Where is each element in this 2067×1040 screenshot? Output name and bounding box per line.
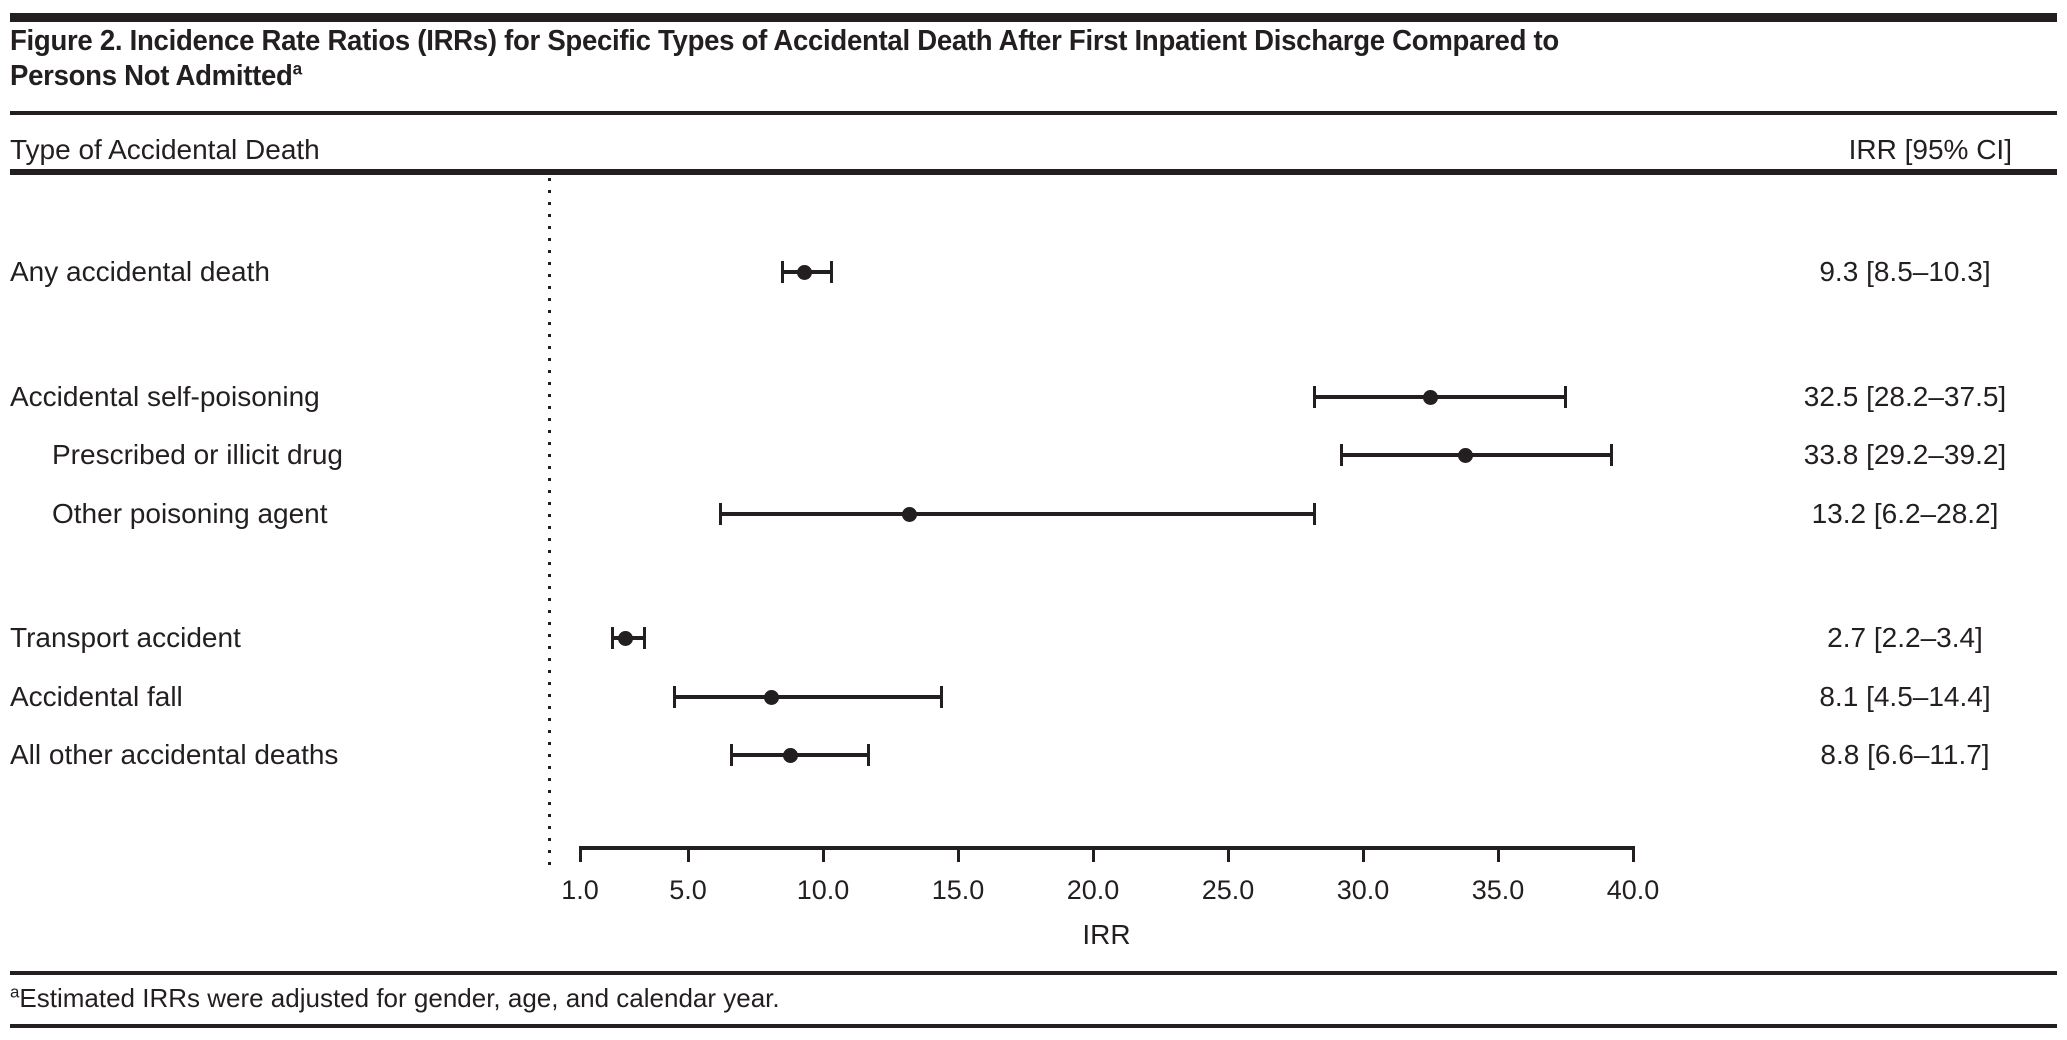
row-label: All other accidental deaths xyxy=(10,739,339,770)
x-axis-tick xyxy=(1496,846,1500,862)
row-irr-ci-value: 33.8 [29.2–39.2] xyxy=(1803,439,2007,470)
ci-cap-low xyxy=(1312,386,1316,408)
ci-cap-low xyxy=(781,261,784,283)
x-axis-title: IRR xyxy=(1082,919,1131,950)
row-label: Other poisoning agent xyxy=(52,498,328,529)
ci-cap-low xyxy=(729,744,733,766)
x-axis-line xyxy=(578,846,1635,850)
x-axis-tick xyxy=(956,846,960,862)
ci-cap-low xyxy=(718,503,722,525)
point-estimate-dot xyxy=(783,747,799,763)
ci-cap-high xyxy=(867,744,871,766)
x-axis-tick-label: 1.0 xyxy=(561,875,599,905)
footnote-superscript: a xyxy=(10,982,20,1002)
x-axis-tick-label: 5.0 xyxy=(669,875,707,905)
figure-title-line2: Persons Not Admitted xyxy=(10,60,293,92)
reference-dotted-line xyxy=(548,178,551,866)
row-label: Transport accident xyxy=(10,622,241,653)
row-label: Accidental fall xyxy=(10,681,183,712)
footnote: aEstimated IRRs were adjusted for gender… xyxy=(10,982,780,1014)
ci-cap-low xyxy=(1339,444,1343,466)
row-irr-ci-value: 9.3 [8.5–10.3] xyxy=(1819,256,1991,287)
row-label: Prescribed or illicit drug xyxy=(52,439,343,470)
ci-line xyxy=(731,753,869,757)
ci-cap-low xyxy=(673,686,676,708)
x-axis-tick xyxy=(578,846,582,862)
row-irr-ci-value: 2.7 [2.2–3.4] xyxy=(1827,622,1983,653)
footnote-top-rule xyxy=(10,971,2057,975)
point-estimate-dot xyxy=(618,630,634,646)
ci-line xyxy=(674,695,942,699)
footnote-text: Estimated IRRs were adjusted for gender,… xyxy=(19,983,780,1013)
x-axis-tick xyxy=(1631,846,1635,862)
row-irr-ci-value: 8.8 [6.6–11.7] xyxy=(1820,739,1990,770)
row-irr-ci-value: 32.5 [28.2–37.5] xyxy=(1803,381,2007,412)
ci-cap-high xyxy=(1312,503,1316,525)
x-axis-tick xyxy=(1361,846,1365,862)
ci-cap-high xyxy=(643,627,647,649)
point-estimate-dot xyxy=(1458,447,1474,463)
ci-cap-high xyxy=(940,686,944,708)
x-axis-tick-label: 35.0 xyxy=(1471,875,1525,905)
x-axis-tick-label: 25.0 xyxy=(1201,875,1255,905)
row-irr-ci-value: 8.1 [4.5–14.4] xyxy=(1819,681,1991,712)
x-axis-tick xyxy=(1091,846,1095,862)
x-axis-tick xyxy=(686,846,690,862)
ci-line xyxy=(1314,395,1566,399)
header-rule xyxy=(10,169,2057,175)
bottom-rule xyxy=(10,1024,2057,1028)
ci-cap-high xyxy=(1609,444,1613,466)
ci-cap-high xyxy=(829,261,833,283)
point-estimate-dot xyxy=(1423,389,1438,405)
ci-cap-low xyxy=(610,627,614,649)
x-axis-tick-label: 20.0 xyxy=(1066,875,1120,905)
figure-title: Figure 2. Incidence Rate Ratios (IRRs) f… xyxy=(10,24,1891,94)
ci-cap-high xyxy=(1564,386,1567,408)
ci-line xyxy=(1341,453,1612,457)
row-irr-ci-value: 13.2 [6.2–28.2] xyxy=(1811,498,1999,529)
column-header-irr-ci: IRR [95% CI] xyxy=(1848,134,2012,165)
figure-title-superscript: a xyxy=(292,58,302,79)
row-label: Accidental self-poisoning xyxy=(10,381,320,412)
point-estimate-dot xyxy=(901,506,917,522)
ci-line xyxy=(720,512,1315,516)
point-estimate-dot xyxy=(796,264,812,280)
row-label: Any accidental death xyxy=(10,256,270,287)
x-axis-tick-label: 40.0 xyxy=(1606,875,1660,905)
x-axis-tick-label: 15.0 xyxy=(931,875,985,905)
title-rule xyxy=(10,111,2057,115)
x-axis-tick-label: 30.0 xyxy=(1336,875,1390,905)
column-header-type: Type of Accidental Death xyxy=(10,134,320,165)
top-rule xyxy=(10,13,2057,22)
point-estimate-dot xyxy=(764,689,780,705)
x-axis-tick xyxy=(1226,846,1230,862)
x-axis-tick-label: 10.0 xyxy=(796,875,850,905)
figure-title-line1: Figure 2. Incidence Rate Ratios (IRRs) f… xyxy=(10,25,1559,57)
x-axis-tick xyxy=(821,846,825,862)
